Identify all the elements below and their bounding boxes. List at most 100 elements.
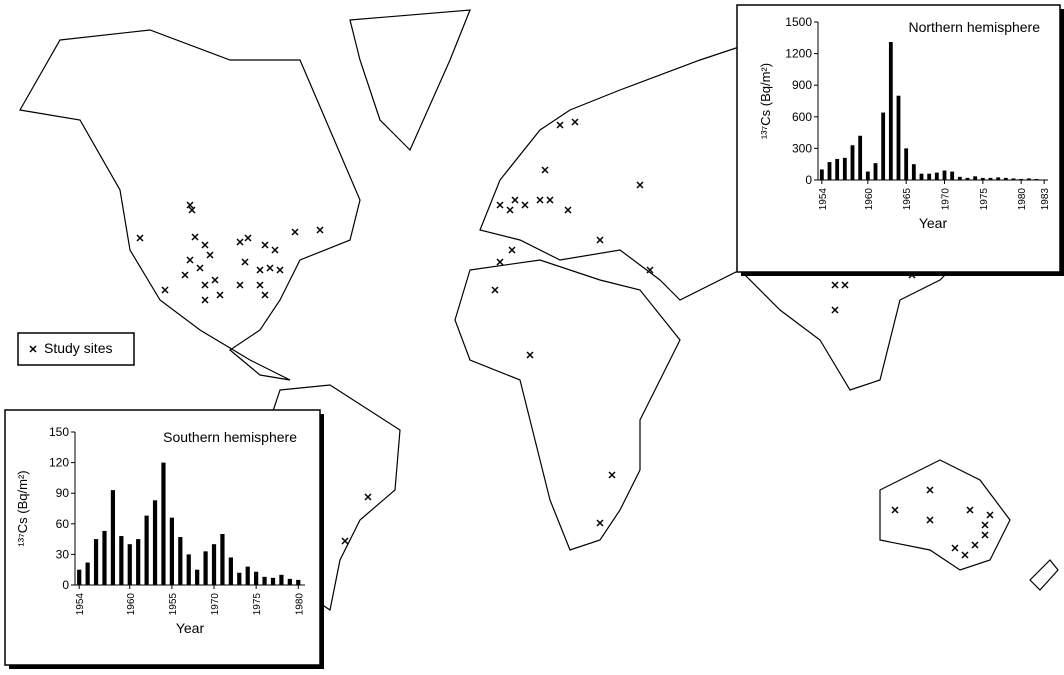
y-tick-label: 300 xyxy=(792,141,812,155)
site-marker xyxy=(491,286,499,294)
bar xyxy=(237,572,242,585)
site-marker xyxy=(201,296,209,304)
greenland xyxy=(349,9,471,152)
x-tick-label: 1965 xyxy=(902,188,913,211)
site-marker xyxy=(316,226,324,234)
site-marker xyxy=(181,271,189,279)
bar xyxy=(270,577,276,585)
y-tick-label: 150 xyxy=(49,425,69,439)
site-marker xyxy=(261,241,269,249)
bar xyxy=(85,562,90,585)
bar xyxy=(858,135,863,180)
site-marker xyxy=(191,233,199,241)
site-marker xyxy=(536,196,544,204)
site-marker xyxy=(891,506,899,514)
site-marker xyxy=(526,351,534,359)
bar xyxy=(980,177,985,180)
legend-marker xyxy=(29,345,37,353)
site-marker xyxy=(564,206,572,214)
site-marker xyxy=(926,486,934,494)
site-marker xyxy=(496,258,504,266)
bar xyxy=(254,571,259,585)
bar xyxy=(93,539,99,585)
site-marker xyxy=(841,281,849,289)
bar xyxy=(896,95,901,180)
y-tick-label: 600 xyxy=(792,110,812,124)
bar xyxy=(245,566,250,585)
y-axis-label: ¹³⁷Cs (Bq/m²) xyxy=(758,63,773,139)
bar xyxy=(296,579,301,585)
bar xyxy=(228,557,233,585)
bar xyxy=(927,173,932,180)
x-tick-label: 1983 xyxy=(1040,188,1051,211)
bar xyxy=(136,539,141,585)
bar xyxy=(211,544,217,585)
site-marker xyxy=(981,521,989,529)
y-tick-label: 0 xyxy=(805,173,812,187)
legend: Study sites xyxy=(17,332,135,366)
bar xyxy=(220,534,225,585)
bar xyxy=(1003,177,1008,180)
bar xyxy=(195,569,200,585)
bar xyxy=(262,576,267,585)
x-tick-label: 1975 xyxy=(979,188,990,211)
site-marker xyxy=(981,531,989,539)
site-marker xyxy=(571,118,579,126)
site-marker xyxy=(216,291,224,299)
bar xyxy=(287,578,292,585)
bar xyxy=(110,490,116,585)
bar xyxy=(865,171,870,180)
bar xyxy=(873,163,878,180)
site-marker xyxy=(521,201,529,209)
bar xyxy=(988,177,993,180)
site-marker xyxy=(186,256,194,264)
site-marker xyxy=(966,506,974,514)
site-marker xyxy=(256,266,264,274)
y-tick-label: 1200 xyxy=(785,47,812,61)
site-marker xyxy=(364,493,372,501)
site-marker xyxy=(926,516,934,524)
legend-box xyxy=(17,332,135,366)
site-marker xyxy=(596,519,604,527)
x-tick-label: 1955 xyxy=(168,593,179,616)
bar xyxy=(842,157,847,180)
bar xyxy=(1026,178,1031,180)
site-marker xyxy=(341,537,349,545)
site-marker xyxy=(961,551,969,559)
bar xyxy=(996,177,1001,180)
site-marker xyxy=(266,264,274,272)
bar xyxy=(1034,178,1039,180)
y-tick-label: 60 xyxy=(56,517,70,531)
site-marker xyxy=(506,206,514,214)
site-marker xyxy=(206,251,214,259)
new-zealand xyxy=(1029,559,1059,591)
site-marker xyxy=(541,166,549,174)
bar xyxy=(169,517,174,585)
site-marker xyxy=(496,201,504,209)
x-tick-label: 1975 xyxy=(252,593,263,616)
bar xyxy=(1011,178,1016,180)
southern-inset: Southern hemisphere Year ¹³⁷Cs (Bq/m²) 0 30 6… xyxy=(4,409,324,669)
bar xyxy=(881,112,886,180)
site-marker xyxy=(241,258,249,266)
y-tick-label: 0 xyxy=(62,578,69,592)
site-marker xyxy=(831,281,839,289)
site-marker xyxy=(636,181,644,189)
bar xyxy=(973,176,978,180)
site-marker xyxy=(276,266,284,274)
site-marker xyxy=(508,246,516,254)
bar xyxy=(178,537,183,585)
africa xyxy=(454,259,681,551)
site-marker xyxy=(201,281,209,289)
y-tick-label: 30 xyxy=(56,547,70,561)
bar xyxy=(888,42,893,180)
bar xyxy=(77,569,82,585)
bar xyxy=(186,554,191,585)
site-marker xyxy=(271,246,279,254)
bar xyxy=(144,515,149,585)
bar xyxy=(119,536,124,585)
site-marker xyxy=(971,541,979,549)
site-marker xyxy=(951,544,959,552)
bar xyxy=(850,145,855,180)
